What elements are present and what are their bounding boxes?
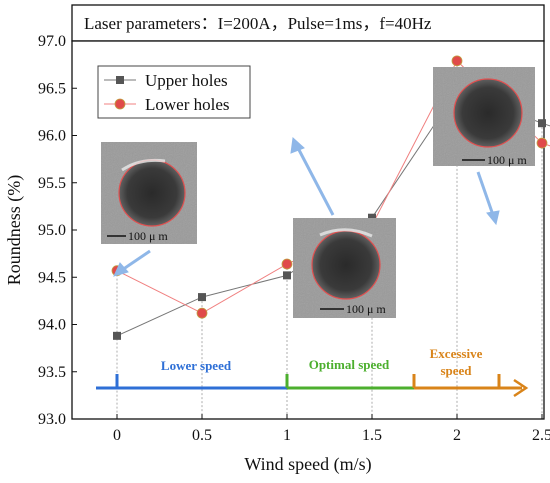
pointer-arrows <box>113 136 500 277</box>
arrow-left-head <box>113 262 129 277</box>
arrow-center-head <box>290 136 305 154</box>
y-tick-label: 94.5 <box>38 269 66 286</box>
x-tick-label: 1 <box>283 427 291 444</box>
legend-marker-upper <box>116 76 124 84</box>
x-tick-label: 1.5 <box>362 427 382 444</box>
x-tick-label: 2.5 <box>532 427 550 444</box>
y-tick-label: 93.0 <box>38 411 66 428</box>
y-tick-label: 94.0 <box>38 317 66 334</box>
y-tick-label: 95.5 <box>38 175 66 192</box>
zone-label-excessive-1: Excessive <box>430 346 483 361</box>
lower-holes-point <box>281 258 293 270</box>
upper-holes-point <box>538 119 546 128</box>
upper-holes-point <box>368 213 376 222</box>
micrograph-center: 100 μ m <box>293 218 396 318</box>
legend-marker-lower <box>114 98 126 110</box>
y-tick-label: 95.0 <box>38 222 66 239</box>
upper-holes-point <box>198 293 206 302</box>
tick-labels: 00.511.522.533.544.5593.093.594.094.595.… <box>38 33 550 444</box>
arrow-left <box>121 249 151 272</box>
legend-label-upper: Upper holes <box>145 71 228 90</box>
x-tick-label: 0 <box>113 427 121 444</box>
zone-label-excessive-2: speed <box>440 363 472 378</box>
x-tick-label: 0.5 <box>192 427 212 444</box>
scale-bar-label-right: 100 μ m <box>487 153 527 167</box>
arrow-center <box>296 147 335 216</box>
zone-arrow-head <box>513 378 529 398</box>
legend-label-lower: Lower holes <box>145 95 230 114</box>
lower-holes-point <box>196 307 208 319</box>
zone-label-optimal: Optimal speed <box>309 357 390 372</box>
speed-zones: Lower speed Optimal speed Excessive spee… <box>96 346 529 398</box>
y-tick-label: 96.0 <box>38 128 66 145</box>
micrograph-right: 100 μ m <box>433 67 535 167</box>
legend: Upper holes Lower holes <box>97 65 251 119</box>
upper-holes-point <box>113 331 121 340</box>
arrow-right <box>476 171 495 216</box>
scale-bar-label-center: 100 μ m <box>346 302 386 316</box>
lower-holes-point <box>536 137 548 149</box>
x-tick-label: 2 <box>453 427 461 444</box>
micrograph-left: 100 μ m <box>101 142 197 244</box>
upper-holes-point <box>283 271 291 280</box>
header-box <box>71 4 545 42</box>
y-tick-label: 93.5 <box>38 364 66 381</box>
axis-ticks <box>72 40 543 420</box>
legend-box <box>97 65 251 119</box>
zone-label-lower: Lower speed <box>161 358 232 373</box>
y-axis-title: Roundness (%) <box>4 175 25 286</box>
x-axis-title: Wind speed (m/s) <box>244 454 371 475</box>
lower-holes-point <box>451 55 463 67</box>
arrow-right-head <box>486 210 500 226</box>
y-tick-label: 97.0 <box>38 33 66 50</box>
y-tick-label: 96.5 <box>38 80 66 97</box>
scale-bar-label-left: 100 μ m <box>128 229 168 243</box>
chart-header: Laser parameters：I=200A，Pulse=1ms，f=40Hz <box>84 14 432 33</box>
